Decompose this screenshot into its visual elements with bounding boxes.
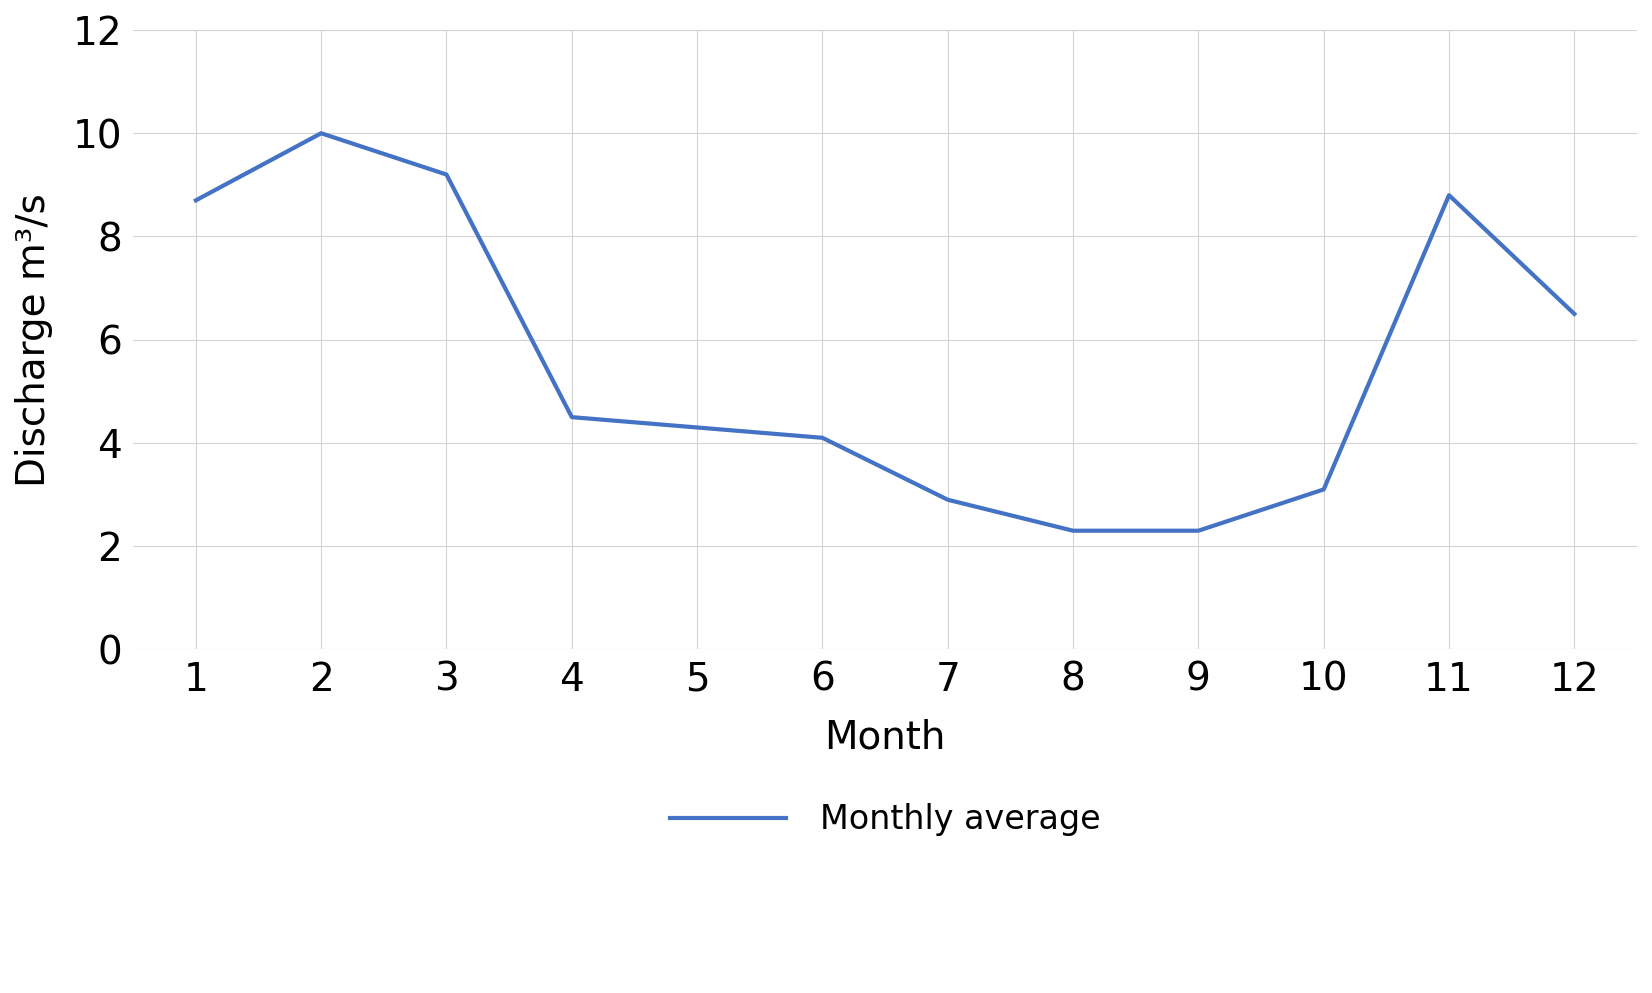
Monthly average <box>311 127 330 139</box>
Monthly average <box>1313 484 1333 496</box>
Monthly average <box>938 494 958 505</box>
Legend: Monthly average: Monthly average <box>656 790 1113 850</box>
Monthly average <box>1188 524 1208 536</box>
Monthly average <box>1564 308 1584 320</box>
Monthly average <box>687 421 707 433</box>
Monthly average <box>436 169 456 181</box>
Monthly average <box>1064 524 1084 536</box>
Monthly average <box>187 195 206 207</box>
Y-axis label: Discharge m³/s: Discharge m³/s <box>15 193 53 487</box>
Monthly average <box>1439 190 1459 202</box>
Monthly average <box>813 432 833 444</box>
X-axis label: Month: Month <box>824 718 947 756</box>
Monthly average <box>562 411 582 423</box>
Line: Monthly average: Monthly average <box>197 133 1574 530</box>
